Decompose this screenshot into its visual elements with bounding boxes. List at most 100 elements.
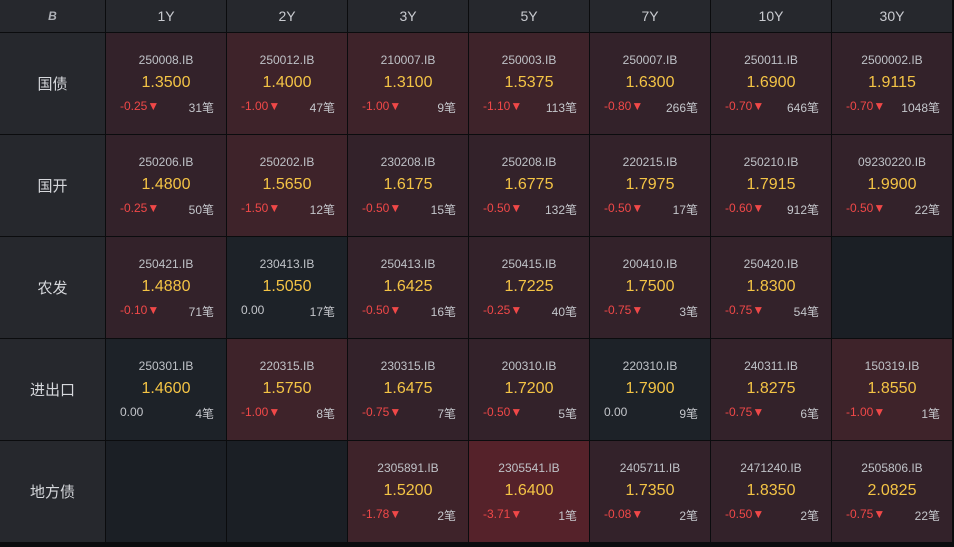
bond-cell[interactable]: 250008.IB 1.3500 -0.25▼ 31笔 — [106, 33, 226, 134]
bond-yield: 1.4000 — [262, 74, 312, 91]
trade-count: 7笔 — [437, 407, 456, 421]
bond-yield: 1.5650 — [262, 176, 312, 193]
bond-cell[interactable]: 150319.IB 1.8550 -1.00▼ 1笔 — [832, 339, 952, 440]
bond-change: -0.08▼ — [604, 507, 644, 521]
trade-count: 15笔 — [430, 203, 456, 217]
bond-cell[interactable]: 250420.IB 1.8300 -0.75▼ 54笔 — [711, 237, 831, 338]
bond-code: 230208.IB — [380, 155, 436, 169]
bond-cell[interactable]: 2471240.IB 1.8350 -0.50▼ 2笔 — [711, 441, 831, 542]
bond-change: -0.50▼ — [483, 405, 523, 419]
tenor-header-2y[interactable]: 2Y — [227, 0, 347, 32]
bond-code: 220215.IB — [622, 155, 678, 169]
bond-change: -0.25▼ — [120, 99, 160, 113]
bond-cell[interactable]: 250415.IB 1.7225 -0.25▼ 40笔 — [469, 237, 589, 338]
bond-change: -0.75▼ — [846, 507, 886, 521]
bond-code: 200310.IB — [501, 359, 557, 373]
bond-code: 250012.IB — [259, 53, 315, 67]
bond-cell[interactable]: 200410.IB 1.7500 -0.75▼ 3笔 — [590, 237, 710, 338]
bond-change: -0.70▼ — [846, 99, 886, 113]
bond-cell[interactable]: 2405711.IB 1.7350 -0.08▼ 2笔 — [590, 441, 710, 542]
bond-code: 250208.IB — [501, 155, 557, 169]
tenor-header-3y[interactable]: 3Y — [348, 0, 468, 32]
bond-code: 250415.IB — [501, 257, 557, 271]
trade-count: 47笔 — [309, 101, 335, 115]
bond-cell[interactable]: 09230220.IB 1.9900 -0.50▼ 22笔 — [832, 135, 952, 236]
bond-yield: 1.8550 — [867, 380, 917, 397]
trade-count: 113笔 — [545, 101, 577, 115]
bond-change: -3.71▼ — [483, 507, 523, 521]
bond-cell[interactable]: 220215.IB 1.7975 -0.50▼ 17笔 — [590, 135, 710, 236]
bond-code: 2305541.IB — [498, 461, 560, 475]
bond-cell[interactable]: 250012.IB 1.4000 -1.00▼ 47笔 — [227, 33, 347, 134]
bond-yield: 1.3100 — [383, 74, 433, 91]
trade-count: 9笔 — [679, 407, 698, 421]
bond-cell[interactable]: 230208.IB 1.6175 -0.50▼ 15笔 — [348, 135, 468, 236]
bond-cell[interactable]: 250206.IB 1.4800 -0.25▼ 50笔 — [106, 135, 226, 236]
tenor-header-5y[interactable]: 5Y — [469, 0, 589, 32]
bond-cell[interactable]: 2500002.IB 1.9115 -0.70▼ 1048笔 — [832, 33, 952, 134]
bond-yield: 1.7500 — [625, 278, 675, 295]
bond-yield: 1.6425 — [383, 278, 433, 295]
bond-change: -1.10▼ — [483, 99, 523, 113]
bond-yield: 1.4800 — [141, 176, 191, 193]
bond-yield: 1.5750 — [262, 380, 312, 397]
bond-change: -0.75▼ — [725, 405, 765, 419]
bond-code: 250421.IB — [138, 257, 194, 271]
bond-cell[interactable]: 250003.IB 1.5375 -1.10▼ 113笔 — [469, 33, 589, 134]
bond-code: 250007.IB — [622, 53, 678, 67]
bond-cell[interactable]: 230315.IB 1.6475 -0.75▼ 7笔 — [348, 339, 468, 440]
bond-cell[interactable]: 250413.IB 1.6425 -0.50▼ 16笔 — [348, 237, 468, 338]
bond-yield: 1.4600 — [141, 380, 191, 397]
bond-change: -1.00▼ — [362, 99, 402, 113]
trade-count: 4笔 — [195, 407, 214, 421]
bond-code: 230315.IB — [380, 359, 436, 373]
bond-cell[interactable]: 250007.IB 1.6300 -0.80▼ 266笔 — [590, 33, 710, 134]
bond-cell[interactable]: 220310.IB 1.7900 0.00 9笔 — [590, 339, 710, 440]
trade-count: 17笔 — [309, 305, 335, 319]
bond-code: 240311.IB — [744, 359, 798, 373]
trade-count: 71笔 — [188, 305, 214, 319]
bond-cell[interactable]: 220315.IB 1.5750 -1.00▼ 8笔 — [227, 339, 347, 440]
bond-yield: 1.3500 — [141, 74, 191, 91]
bond-code: 210007.IB — [380, 53, 436, 67]
bond-cell[interactable]: 250301.IB 1.4600 0.00 4笔 — [106, 339, 226, 440]
bond-cell[interactable]: 230413.IB 1.5050 0.00 17笔 — [227, 237, 347, 338]
bond-cell[interactable]: 250210.IB 1.7915 -0.60▼ 912笔 — [711, 135, 831, 236]
trade-count: 1笔 — [921, 407, 940, 421]
bond-cell[interactable]: 250011.IB 1.6900 -0.70▼ 646笔 — [711, 33, 831, 134]
bond-cell[interactable]: 240311.IB 1.8275 -0.75▼ 6笔 — [711, 339, 831, 440]
bond-code: 2500002.IB — [861, 53, 923, 67]
bond-cell[interactable]: 2305541.IB 1.6400 -3.71▼ 1笔 — [469, 441, 589, 542]
trade-count: 22笔 — [914, 203, 940, 217]
bond-code: 250008.IB — [138, 53, 194, 67]
tenor-header-30y[interactable]: 30Y — [832, 0, 952, 32]
bond-change: -0.25▼ — [483, 303, 523, 317]
bond-yield: 1.7225 — [504, 278, 554, 295]
bond-code: 230413.IB — [259, 257, 315, 271]
tenor-header-1y[interactable]: 1Y — [106, 0, 226, 32]
bond-change: -1.00▼ — [241, 99, 281, 113]
trade-count: 132笔 — [544, 203, 577, 217]
tenor-header-7y[interactable]: 7Y — [590, 0, 710, 32]
empty-cell — [832, 237, 952, 338]
bond-change: -1.00▼ — [846, 405, 886, 419]
logo-icon[interactable]: B — [0, 0, 105, 32]
bond-cell[interactable]: 210007.IB 1.3100 -1.00▼ 9笔 — [348, 33, 468, 134]
trade-count: 2笔 — [800, 509, 819, 523]
bond-change: -0.50▼ — [604, 201, 644, 215]
bond-yield: 1.8275 — [746, 380, 796, 397]
bond-cell[interactable]: 200310.IB 1.7200 -0.50▼ 5笔 — [469, 339, 589, 440]
bond-change: -0.50▼ — [362, 201, 402, 215]
tenor-header-10y[interactable]: 10Y — [711, 0, 831, 32]
bond-cell[interactable]: 250202.IB 1.5650 -1.50▼ 12笔 — [227, 135, 347, 236]
bond-cell[interactable]: 2505806.IB 2.0825 -0.75▼ 22笔 — [832, 441, 952, 542]
bond-code: 250301.IB — [138, 359, 194, 373]
row-label: 进出口 — [0, 339, 105, 440]
bond-yield: 1.5375 — [504, 74, 554, 91]
bond-cell[interactable]: 250421.IB 1.4880 -0.10▼ 71笔 — [106, 237, 226, 338]
bond-yield: 1.6175 — [383, 176, 433, 193]
bond-cell[interactable]: 2305891.IB 1.5200 -1.78▼ 2笔 — [348, 441, 468, 542]
bond-yield: 1.8300 — [746, 278, 796, 295]
bond-cell[interactable]: 250208.IB 1.6775 -0.50▼ 132笔 — [469, 135, 589, 236]
trade-count: 17笔 — [672, 203, 698, 217]
